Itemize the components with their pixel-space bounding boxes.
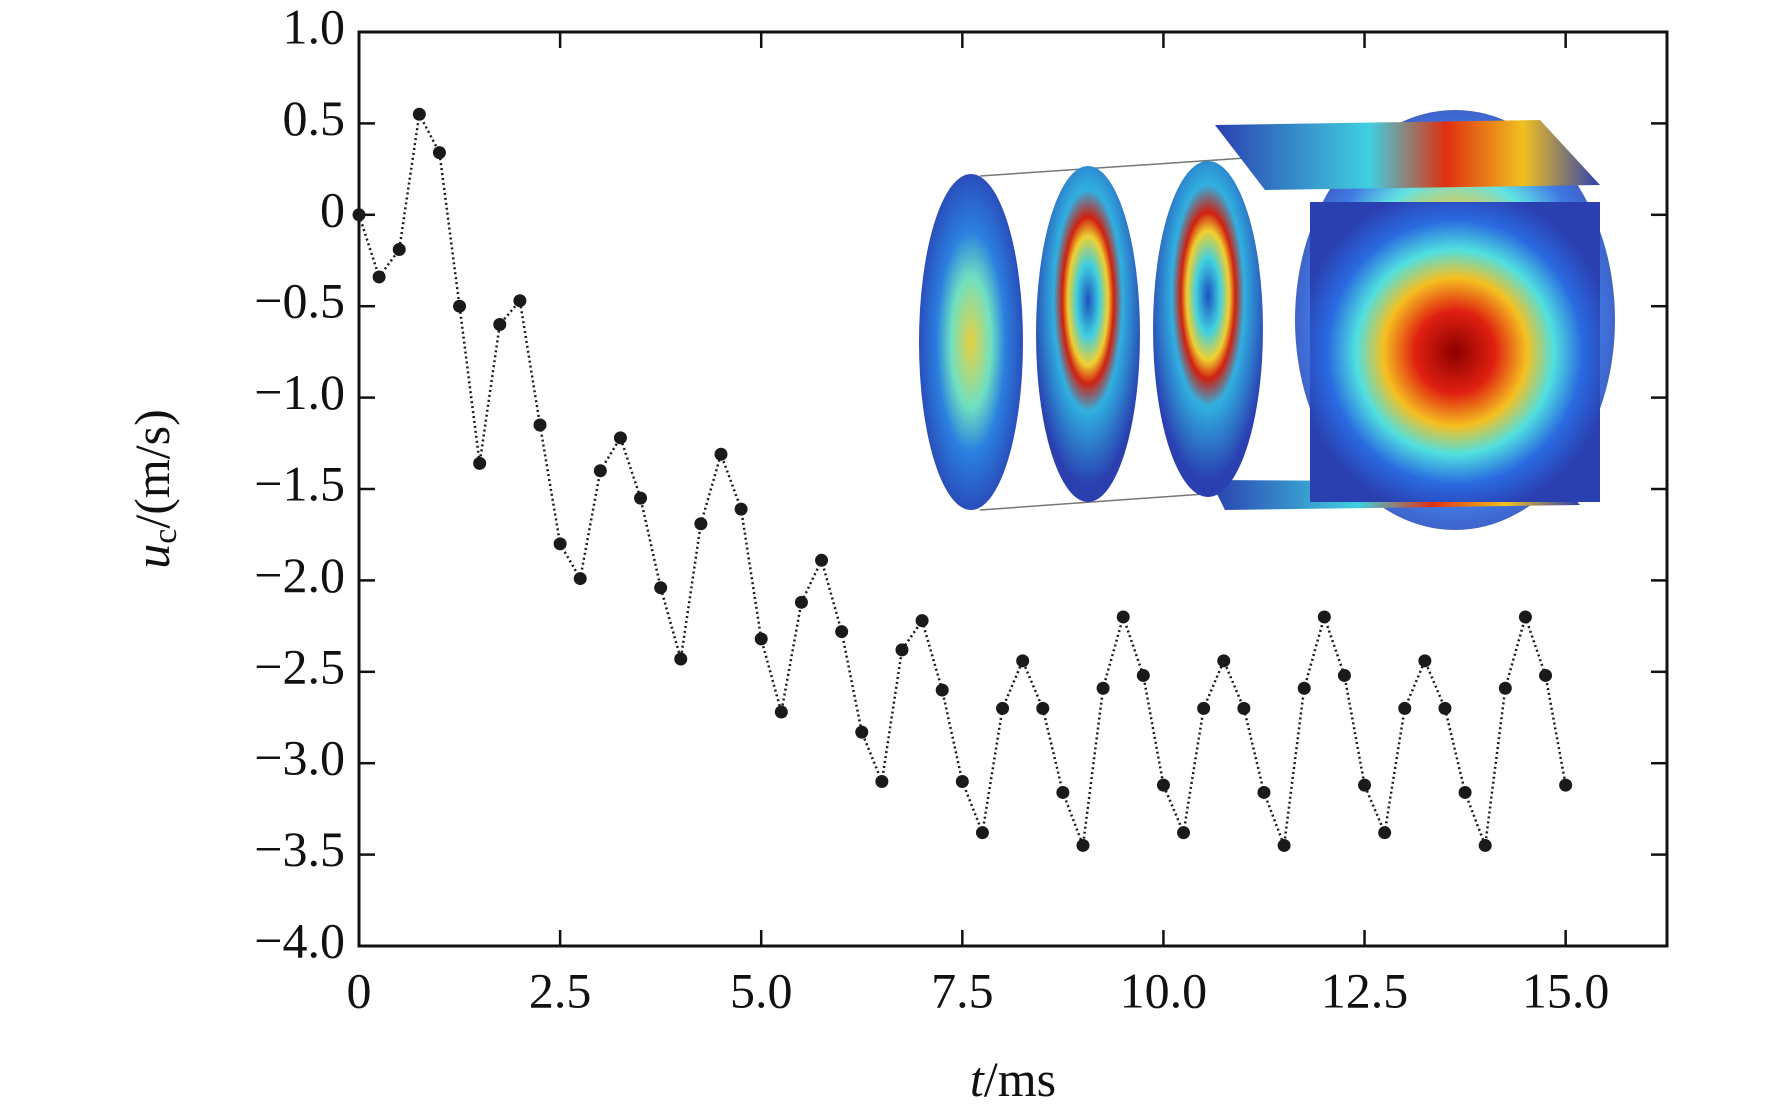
data-point — [1518, 610, 1532, 624]
data-point — [1136, 668, 1150, 682]
data-point — [996, 701, 1010, 715]
x-label-unit: /ms — [984, 1051, 1056, 1107]
x-tick-label: 2.5 — [529, 962, 592, 1018]
data-point — [975, 826, 989, 840]
data-point — [432, 146, 446, 160]
y-tick-label: −4.0 — [254, 912, 345, 968]
data-point — [1217, 654, 1231, 668]
x-tick-label: 10.0 — [1120, 962, 1208, 1018]
data-point — [634, 491, 648, 505]
data-point — [352, 208, 366, 222]
x-tick-label: 15.0 — [1522, 962, 1610, 1018]
data-point — [412, 107, 426, 121]
y-tick-label: 0 — [320, 181, 345, 237]
data-point — [1237, 701, 1251, 715]
data-point — [473, 456, 487, 470]
data-point — [1257, 785, 1271, 799]
data-point — [1096, 681, 1110, 695]
data-point — [1438, 701, 1452, 715]
data-point — [1297, 681, 1311, 695]
data-point — [573, 572, 587, 586]
data-point — [1398, 701, 1412, 715]
data-point — [1337, 668, 1351, 682]
data-point — [734, 502, 748, 516]
data-point — [794, 595, 808, 609]
y-tick-label: 0.5 — [283, 90, 346, 146]
data-point — [754, 632, 768, 646]
y-tick-label: −1.0 — [254, 364, 345, 420]
data-point — [1156, 778, 1170, 792]
y-tick-label: −2.0 — [254, 547, 345, 603]
data-point — [875, 774, 889, 788]
data-point — [1559, 778, 1573, 792]
data-point — [1378, 826, 1392, 840]
data-point — [613, 431, 627, 445]
data-point — [513, 294, 527, 308]
data-point — [1498, 681, 1512, 695]
data-point — [533, 418, 547, 432]
data-point — [1458, 785, 1472, 799]
data-point — [1277, 838, 1291, 852]
data-point — [674, 652, 688, 666]
data-point — [694, 517, 708, 531]
data-point — [593, 464, 607, 478]
data-point — [1478, 838, 1492, 852]
data-point — [493, 317, 507, 331]
y-label-var: u — [124, 544, 180, 569]
x-tick-label: 0 — [347, 962, 372, 1018]
data-point — [1036, 701, 1050, 715]
x-tick-label: 12.5 — [1321, 962, 1409, 1018]
data-point — [955, 774, 969, 788]
inset-image — [919, 110, 1615, 530]
data-point — [453, 299, 467, 313]
x-label-var: t — [970, 1051, 985, 1107]
x-tick-label: 5.0 — [730, 962, 793, 1018]
data-point — [855, 725, 869, 739]
data-point — [1116, 610, 1130, 624]
x-tick-label: 7.5 — [931, 962, 994, 1018]
data-point — [895, 643, 909, 657]
data-point — [1539, 668, 1553, 682]
y-tick-label: 1.0 — [283, 0, 346, 54]
y-tick-label: −3.5 — [254, 821, 345, 877]
y-tick-label: −0.5 — [254, 273, 345, 329]
data-point — [815, 553, 829, 567]
data-point — [835, 625, 849, 639]
data-point — [372, 270, 386, 284]
data-point — [935, 683, 949, 697]
data-point — [1197, 701, 1211, 715]
data-point — [1177, 826, 1191, 840]
y-tick-label: −3.0 — [254, 730, 345, 786]
data-point — [774, 705, 788, 719]
data-point — [1056, 785, 1070, 799]
y-label-sub: c — [147, 529, 184, 544]
data-point — [915, 614, 929, 628]
y-label-unit: /(m/s) — [124, 409, 180, 528]
data-point — [1317, 610, 1331, 624]
y-tick-label: −1.5 — [254, 455, 345, 511]
data-point — [714, 447, 728, 461]
data-point — [1076, 838, 1090, 852]
data-point — [1016, 654, 1030, 668]
data-point — [1358, 778, 1372, 792]
data-point — [1418, 654, 1432, 668]
y-axis-label: uc/(m/s) — [124, 409, 183, 569]
data-point — [392, 243, 406, 257]
x-axis-label: t/ms — [970, 1051, 1056, 1107]
data-point — [553, 537, 567, 551]
data-point — [654, 581, 668, 595]
y-tick-label: −2.5 — [254, 638, 345, 694]
